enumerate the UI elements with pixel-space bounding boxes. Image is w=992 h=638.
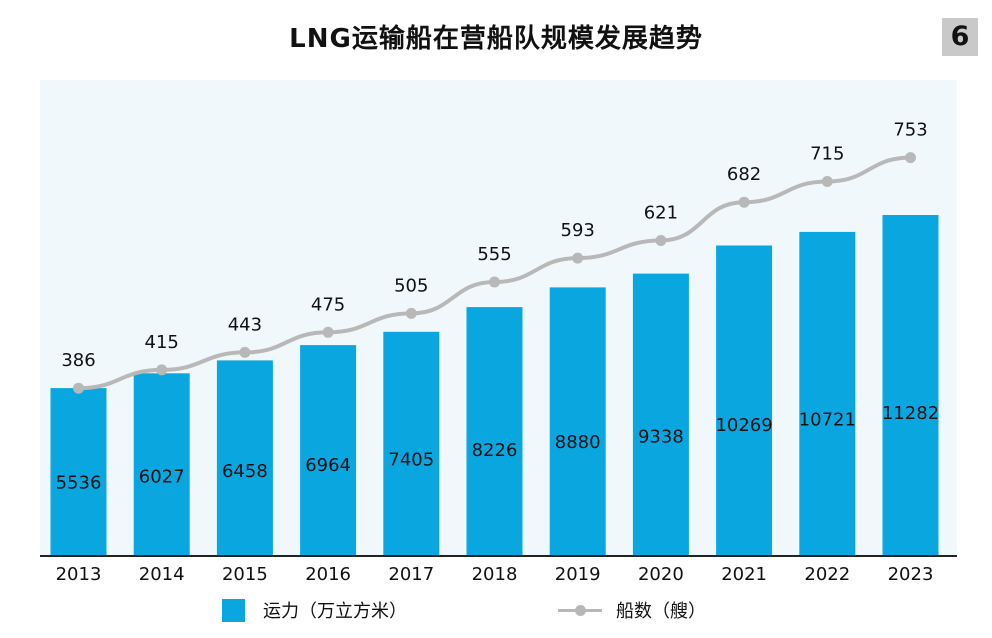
- bar-2020: [632, 273, 689, 555]
- ships-point-2016: [322, 326, 334, 338]
- bar-value-label-2013: 5536: [56, 472, 102, 493]
- line-value-label-2018: 555: [477, 244, 511, 265]
- ships-point-2021: [738, 196, 750, 208]
- page-number-badge: 6: [942, 18, 978, 56]
- bar-2018: [466, 307, 523, 555]
- line-value-label-2014: 415: [145, 332, 179, 353]
- line-value-label-2023: 753: [893, 120, 927, 141]
- bar-value-label-2023: 11282: [882, 403, 939, 424]
- bar-2017: [383, 331, 440, 555]
- x-tick-label-2019: 2019: [555, 564, 601, 585]
- ships-point-2013: [73, 382, 84, 394]
- bar-2015: [216, 360, 273, 555]
- ships-point-2020: [655, 235, 667, 246]
- x-tick-label-2017: 2017: [388, 564, 434, 585]
- ships-point-2023: [905, 152, 916, 164]
- bar-value-label-2022: 10721: [799, 410, 856, 431]
- x-tick-label-2018: 2018: [472, 564, 518, 585]
- ships-point-2018: [489, 276, 500, 288]
- ships-point-2019: [572, 252, 584, 264]
- x-tick-label-2020: 2020: [638, 564, 684, 585]
- ships-point-2014: [156, 364, 168, 376]
- bar-value-label-2019: 8880: [555, 432, 601, 453]
- bar-value-label-2018: 8226: [472, 440, 518, 461]
- bar-value-label-2016: 6964: [305, 455, 351, 476]
- bar-2023: [882, 215, 939, 555]
- legend-swatch-capacity: [222, 598, 245, 622]
- line-value-label-2022: 715: [810, 144, 844, 165]
- line-value-label-2019: 593: [561, 220, 595, 241]
- bar-2021: [716, 245, 773, 555]
- legend-item-ships: 船数（艘）: [558, 597, 706, 623]
- bar-value-label-2020: 9338: [638, 426, 684, 447]
- bar-value-label-2015: 6458: [222, 461, 268, 482]
- line-layer: [73, 152, 916, 394]
- line-value-label-2020: 621: [644, 203, 678, 224]
- ships-point-2015: [239, 346, 251, 358]
- bar-2013: [50, 388, 107, 555]
- bar-value-label-2021: 10269: [715, 415, 772, 436]
- ships-point-2022: [821, 176, 833, 187]
- line-value-label-2016: 475: [311, 294, 345, 315]
- x-tick-label-2013: 2013: [56, 564, 102, 585]
- bar-2022: [799, 231, 856, 555]
- bar-2019: [549, 287, 606, 555]
- legend-label-ships: 船数（艘）: [616, 601, 706, 622]
- bar-value-label-2014: 6027: [139, 466, 185, 487]
- x-tick-label-2016: 2016: [305, 564, 351, 585]
- x-tick-label-2021: 2021: [721, 564, 767, 585]
- bar-2016: [300, 345, 357, 555]
- bar-value-label-2017: 7405: [388, 450, 434, 471]
- chart-title: LNG运输船在营船队规模发展趋势: [289, 24, 703, 54]
- ships-point-2017: [405, 307, 417, 319]
- line-value-label-2021: 682: [727, 164, 761, 185]
- legend-label-capacity: 运力（万立方米）: [263, 601, 407, 622]
- bar-2014: [133, 373, 190, 555]
- line-value-label-2013: 386: [61, 350, 95, 371]
- x-tick-label-2022: 2022: [804, 564, 850, 585]
- line-value-label-2015: 443: [228, 314, 262, 335]
- bars-layer: [50, 215, 939, 555]
- line-value-label-2017: 505: [394, 275, 428, 296]
- x-tick-label-2015: 2015: [222, 564, 268, 585]
- x-tick-label-2023: 2023: [888, 564, 934, 585]
- legend-line-symbol: [558, 600, 602, 620]
- labels-layer: 5536 2013 386 6027 2014 415 6458 2015 443 6964 201…: [56, 120, 940, 585]
- legend-item-capacity: 运力（万立方米）: [222, 597, 407, 623]
- x-tick-label-2014: 2014: [139, 564, 185, 585]
